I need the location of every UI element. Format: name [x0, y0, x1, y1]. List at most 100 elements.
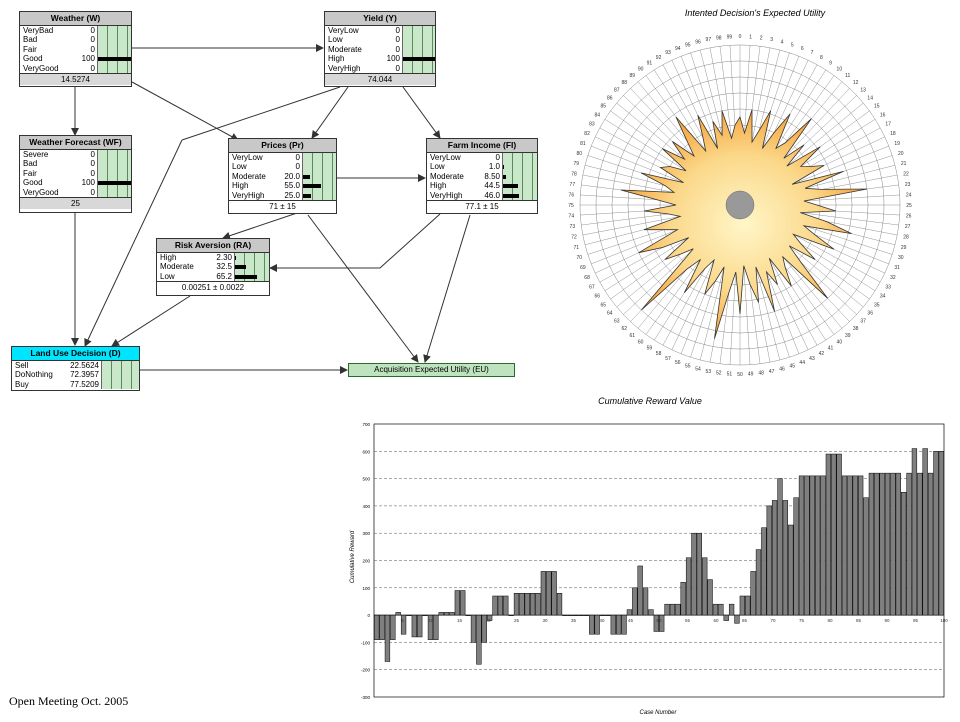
radar-axis-label: 58: [656, 351, 662, 357]
state-label: Moderate: [157, 262, 206, 271]
state-label: VeryLow: [427, 153, 476, 162]
radar-axis-label: 74: [569, 214, 575, 220]
radar-axis-label: 56: [675, 360, 681, 366]
radar-axis-label: 65: [600, 302, 606, 308]
bar: [853, 476, 858, 615]
bar: [433, 615, 438, 640]
x-tick-label: 35: [571, 618, 577, 623]
state-value: 8.50: [476, 172, 502, 181]
radar-axis-label: 77: [570, 182, 576, 188]
bar: [450, 612, 455, 615]
belief-bar: [303, 175, 310, 179]
radar-axis-label: 14: [867, 95, 873, 101]
bar: [751, 571, 756, 615]
y-tick-label: 0: [367, 613, 370, 618]
radar-axis-label: 84: [595, 112, 601, 118]
radar-axis-label: 55: [685, 364, 691, 370]
bar: [541, 571, 546, 615]
utility-label: Acquisition Expected Utility (EU): [374, 365, 489, 374]
bar: [697, 533, 702, 615]
state-label: Bad: [20, 159, 71, 168]
radar-axis-label: 35: [874, 302, 880, 308]
radar-axis-label: 16: [880, 112, 886, 118]
bar: [611, 615, 616, 634]
radar-axis-label: 19: [894, 141, 900, 147]
radar-axis-label: 90: [638, 66, 644, 72]
bar: [606, 615, 611, 616]
x-tick-label: 45: [628, 618, 634, 623]
radar-axis-label: 40: [837, 340, 843, 346]
bar: [686, 558, 691, 615]
node-acquisition-expected-utility[interactable]: Acquisition Expected Utility (EU): [348, 363, 515, 377]
bar: [778, 479, 783, 615]
x-tick-label: 10: [428, 618, 434, 623]
bar: [799, 476, 804, 615]
state-label: Low: [325, 35, 376, 44]
state-value: 65.2: [206, 272, 234, 281]
bar: [466, 615, 471, 616]
radar-axis-label: 33: [885, 284, 891, 290]
bar: [536, 593, 541, 615]
state-value: 0: [476, 153, 502, 162]
bar: [643, 588, 648, 615]
bar: [772, 500, 777, 615]
node-title: Risk Aversion (RA): [157, 239, 269, 253]
bar: [417, 615, 422, 637]
x-tick-label: 30: [542, 618, 548, 623]
radar-axis-label: 94: [675, 46, 681, 52]
radar-axis-label: 12: [853, 80, 859, 86]
bar: [831, 454, 836, 615]
bar: [412, 615, 417, 637]
bar: [880, 473, 885, 615]
bar: [390, 615, 395, 640]
node-title: Weather (W): [20, 12, 131, 26]
bar: [923, 449, 928, 616]
node-title: Farm Income (FI): [427, 139, 537, 153]
bar: [874, 473, 879, 615]
bar: [385, 615, 390, 661]
radar-axis-label: 72: [571, 235, 577, 241]
radar-axis-label: 39: [845, 333, 851, 339]
node-title: Prices (Pr): [229, 139, 336, 153]
y-tick-label: -300: [361, 695, 371, 700]
bar: [439, 612, 444, 615]
radar-axis-label: 98: [716, 35, 722, 41]
radar-axis-label: 3: [770, 37, 773, 43]
state-value: 20.0: [278, 172, 302, 181]
belief-bars: [97, 150, 131, 197]
radar-axis-label: 26: [906, 214, 912, 220]
radar-axis-label: 8: [820, 55, 823, 61]
bar: [842, 476, 847, 615]
state-label: High: [427, 181, 476, 190]
radar-axis-label: 22: [903, 171, 909, 177]
state-value: 25.0: [278, 191, 302, 200]
x-tick-label: 25: [514, 618, 520, 623]
radar-axis-label: 27: [905, 224, 911, 230]
belief-bar: [98, 181, 131, 185]
belief-bar: [503, 184, 518, 188]
radar-axis-label: 52: [716, 371, 722, 377]
state-value: 32.5: [206, 262, 234, 271]
radar-axis-label: 71: [574, 245, 580, 251]
state-label: High: [157, 253, 206, 262]
state-label: Fair: [20, 45, 71, 54]
y-tick-label: 400: [362, 504, 370, 509]
bar: [718, 604, 723, 615]
bar: [907, 473, 912, 615]
radar-axis-label: 70: [576, 255, 582, 261]
radar-axis-label: 88: [622, 80, 628, 86]
radar-axis-label: 32: [890, 275, 896, 281]
x-tick-label: 80: [827, 618, 833, 623]
